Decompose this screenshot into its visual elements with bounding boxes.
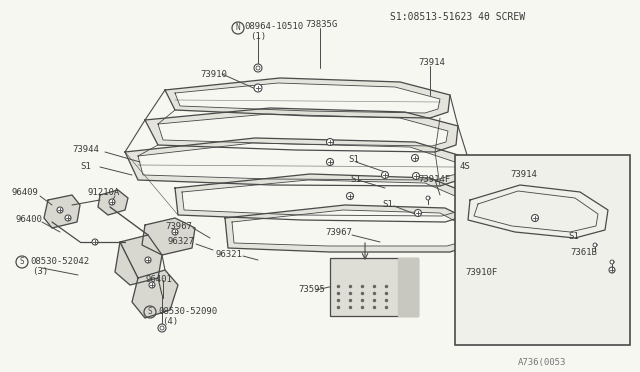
Polygon shape xyxy=(175,174,472,222)
Text: 96400: 96400 xyxy=(15,215,42,224)
Text: S1:08513-51623 4θ SCREW: S1:08513-51623 4θ SCREW xyxy=(390,12,525,22)
Circle shape xyxy=(65,215,71,221)
Circle shape xyxy=(531,215,538,221)
Text: 73967: 73967 xyxy=(165,222,192,231)
Polygon shape xyxy=(165,78,450,118)
Polygon shape xyxy=(132,270,178,318)
Text: (1): (1) xyxy=(250,32,266,41)
Text: S1: S1 xyxy=(80,162,91,171)
Polygon shape xyxy=(145,108,458,152)
Polygon shape xyxy=(610,260,614,264)
Text: S1: S1 xyxy=(568,232,579,241)
Polygon shape xyxy=(474,191,598,232)
Text: S: S xyxy=(148,308,152,317)
Text: 73910F: 73910F xyxy=(465,268,497,277)
Text: (4): (4) xyxy=(162,317,178,326)
Text: S1: S1 xyxy=(348,155,359,164)
Circle shape xyxy=(158,324,166,332)
Text: 7361B: 7361B xyxy=(570,248,597,257)
Text: (3): (3) xyxy=(32,267,48,276)
Text: 96409: 96409 xyxy=(12,188,39,197)
Circle shape xyxy=(415,209,422,217)
Circle shape xyxy=(149,282,155,288)
Polygon shape xyxy=(44,195,80,228)
Polygon shape xyxy=(175,83,440,113)
Text: 08530-52090: 08530-52090 xyxy=(158,307,217,316)
Polygon shape xyxy=(232,210,468,246)
Circle shape xyxy=(346,192,353,199)
Text: 08530-52042: 08530-52042 xyxy=(30,257,89,266)
Circle shape xyxy=(145,257,151,263)
Text: 96321: 96321 xyxy=(215,250,242,259)
Text: 08964-10510: 08964-10510 xyxy=(244,22,303,31)
Polygon shape xyxy=(593,243,597,247)
Polygon shape xyxy=(138,143,458,180)
Circle shape xyxy=(254,64,262,72)
Circle shape xyxy=(609,267,615,273)
Text: 73835G: 73835G xyxy=(305,20,337,29)
Polygon shape xyxy=(125,138,468,186)
Circle shape xyxy=(57,207,63,213)
Text: 96401: 96401 xyxy=(146,275,173,284)
Text: 73967: 73967 xyxy=(325,228,352,237)
Text: S1: S1 xyxy=(382,200,393,209)
Polygon shape xyxy=(142,218,195,255)
Text: 73914F: 73914F xyxy=(418,175,451,184)
Circle shape xyxy=(326,158,333,166)
Text: A736(0053: A736(0053 xyxy=(518,358,566,367)
Text: N: N xyxy=(236,23,240,32)
Polygon shape xyxy=(225,205,478,252)
Text: 4S: 4S xyxy=(460,162,471,171)
Circle shape xyxy=(381,171,388,179)
Circle shape xyxy=(109,199,115,205)
Text: 73595: 73595 xyxy=(298,285,325,294)
Polygon shape xyxy=(468,185,608,238)
Circle shape xyxy=(254,84,262,92)
Circle shape xyxy=(172,229,178,235)
Polygon shape xyxy=(98,190,128,215)
Text: 91210A: 91210A xyxy=(88,188,120,197)
Text: 73944: 73944 xyxy=(72,145,99,154)
FancyBboxPatch shape xyxy=(455,155,630,345)
Circle shape xyxy=(413,173,419,180)
Polygon shape xyxy=(182,180,462,216)
Text: 73910: 73910 xyxy=(200,70,227,79)
Text: 73914: 73914 xyxy=(510,170,537,179)
Polygon shape xyxy=(398,258,418,316)
FancyBboxPatch shape xyxy=(330,258,418,316)
Polygon shape xyxy=(158,114,448,146)
Text: 96327: 96327 xyxy=(168,237,195,246)
Polygon shape xyxy=(115,235,162,285)
Circle shape xyxy=(92,239,98,245)
Text: S: S xyxy=(20,257,24,266)
Circle shape xyxy=(326,138,333,145)
Text: 73914: 73914 xyxy=(418,58,445,67)
Circle shape xyxy=(412,154,419,161)
Text: S1: S1 xyxy=(350,175,361,184)
Polygon shape xyxy=(426,196,430,200)
